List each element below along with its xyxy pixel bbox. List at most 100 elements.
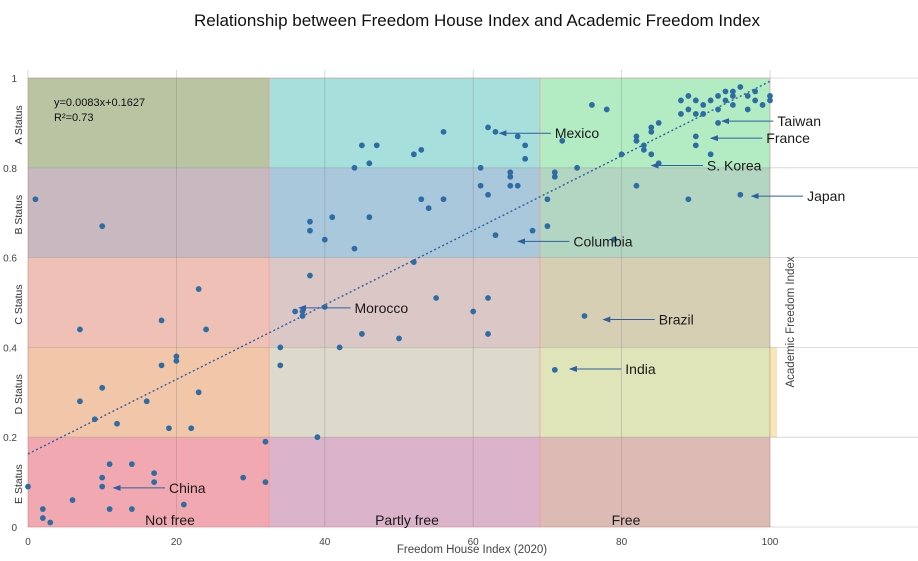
data-point [366,160,373,167]
data-point [692,111,699,117]
data-point [470,308,477,315]
status-region-4 [269,167,540,258]
y-tick-label: 0.2 [3,433,17,444]
y-tick-label: 0.4 [3,343,17,354]
status-region-14 [539,437,770,527]
data-point [477,164,484,171]
data-point [648,151,655,158]
status-region-6 [28,257,270,348]
trendline-equation: y=0.0083x+0.1627 [54,97,145,109]
data-point [203,326,209,333]
data-point [759,102,766,108]
data-point [307,272,313,279]
data-point [678,97,684,104]
data-point [180,501,187,508]
data-point [128,461,135,468]
data-point [166,425,172,432]
data-point [373,142,380,149]
x-axis-label: Freedom House Index (2020) [397,544,547,556]
status-regions [27,77,777,528]
data-point [336,344,343,351]
data-point [410,151,417,158]
status-label: C Status [13,284,25,324]
axis-ticks: 0 20 40 60 80 100 0 0.2 0.4 0.6 0.8 1 [3,74,779,548]
trendline [27,80,771,455]
data-points [25,84,773,526]
annotation-label: Japan [807,188,845,204]
data-point [633,133,640,140]
data-point [188,425,195,432]
x-tick-label: 20 [171,537,183,548]
annotation-label: Taiwan [777,113,821,129]
data-point [195,389,202,396]
status-labels: A Status B Status C Status D Status E Status [13,105,25,504]
annotation-label: Brazil [659,312,694,328]
data-point [158,362,165,369]
data-point [351,245,358,252]
data-point [492,128,499,135]
data-point [715,106,721,113]
status-label: B Status [13,195,25,235]
data-point [692,97,699,104]
data-point [99,474,106,481]
data-point [514,133,521,140]
data-point [128,506,135,512]
data-point [700,111,707,117]
chart-title: Relationship between Freedom House Index… [194,11,761,30]
data-point [158,317,165,324]
status-region-13 [269,437,540,527]
data-point [715,93,721,99]
data-point [262,479,269,485]
data-point [39,515,46,521]
data-point [418,146,425,153]
data-point [655,120,662,126]
data-point [32,196,39,203]
trendline-line [27,80,771,455]
data-point [151,470,158,477]
data-point [314,434,321,441]
data-point [603,106,610,113]
d-band-extension [770,347,777,438]
data-point [544,196,551,203]
x-tick-label: 40 [319,537,331,548]
x-tick-label: 60 [468,537,480,548]
data-point [559,137,566,144]
data-point [722,97,729,104]
data-point [730,93,736,99]
data-point [522,142,529,149]
data-point [307,218,313,225]
data-point [551,366,558,373]
data-point [648,124,655,131]
data-point [359,142,365,149]
data-point [99,223,106,230]
data-point [77,398,83,405]
data-point [730,88,736,95]
data-point [722,88,729,95]
data-point [114,420,120,427]
grid-lines [27,70,918,528]
data-point [640,142,647,149]
data-point [700,102,707,108]
data-point [143,398,150,405]
data-point [648,128,655,135]
status-region-9 [28,347,270,438]
data-point [744,93,751,99]
status-region-10 [269,347,540,438]
data-point [485,331,491,337]
status-label: D Status [13,374,25,414]
data-point [195,286,202,292]
x-tick-label: 100 [762,537,779,548]
zone-border-0 [27,77,270,528]
data-point [277,362,284,369]
data-point [440,196,447,203]
annotation-label: India [625,361,656,377]
data-point [25,483,31,490]
data-point [685,106,692,113]
status-region-0 [28,78,270,168]
data-point [752,88,759,95]
data-point [433,295,439,301]
zone-border-2 [539,77,771,528]
freedom-zone-label: Free [612,512,641,528]
